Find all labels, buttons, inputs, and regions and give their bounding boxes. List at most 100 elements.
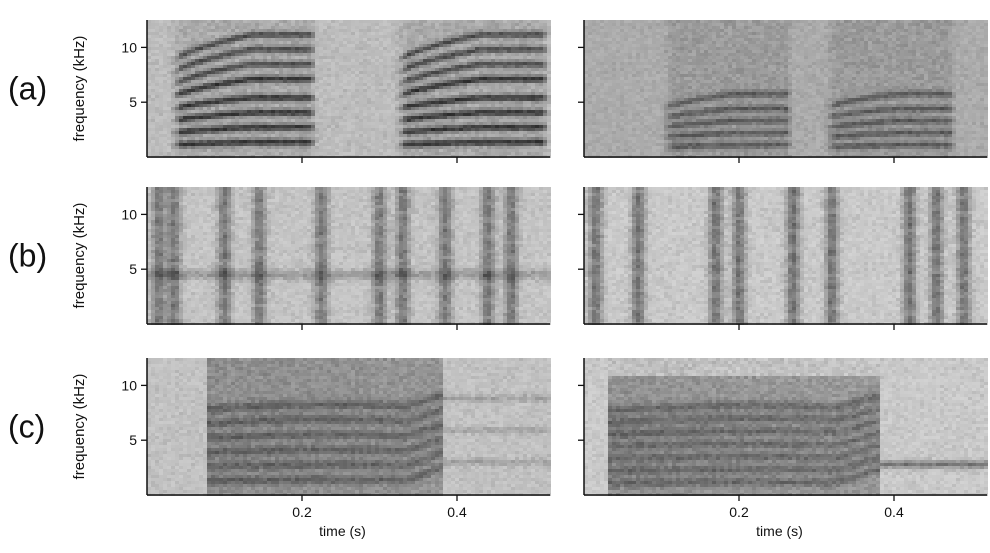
spectrogram-cell	[291, 140, 295, 143]
spectrogram-cell	[527, 119, 531, 122]
spectrogram-cell	[503, 122, 507, 125]
spectrogram-cell	[455, 41, 459, 44]
spectrogram-cell	[251, 83, 255, 86]
spectrogram-cell	[487, 119, 491, 122]
spectrogram-cell	[499, 131, 503, 134]
spectrogram-cell	[367, 92, 371, 95]
spectrogram-cell	[387, 116, 391, 119]
spectrogram-cell	[199, 62, 203, 65]
spectrogram-cell	[339, 62, 343, 65]
spectrogram-cell	[796, 23, 800, 26]
spectrogram-cell	[239, 131, 243, 134]
spectrogram-cell	[171, 44, 175, 47]
spectrogram-cell	[371, 95, 375, 98]
spectrogram-cell	[343, 50, 347, 53]
spectrogram-cell	[307, 140, 311, 143]
spectrogram-cell	[491, 134, 495, 137]
spectrogram-cell	[407, 53, 411, 56]
spectrogram-cell	[511, 113, 515, 116]
spectrogram-cell	[495, 134, 499, 137]
spectrogram-cell	[527, 80, 531, 83]
spectrogram-cell	[311, 152, 315, 155]
spectrogram-cell	[547, 38, 551, 41]
spectrogram-cell	[155, 44, 159, 47]
spectrogram-cell	[439, 101, 443, 104]
spectrogram-cell	[355, 41, 359, 44]
spectrogram-cell	[343, 110, 347, 113]
spectrogram-cell	[247, 65, 251, 68]
spectrogram-cell	[443, 104, 447, 107]
spectrogram-cell	[956, 20, 960, 23]
spectrogram-cell	[179, 77, 183, 80]
spectrogram-cell	[359, 149, 363, 152]
spectrogram-cell	[523, 80, 527, 83]
spectrogram-cell	[267, 146, 271, 149]
spectrogram-cell	[451, 41, 455, 44]
spectrogram-cell	[323, 50, 327, 53]
spectrogram-cell	[423, 107, 427, 110]
spectrogram-cell	[455, 62, 459, 65]
spectrogram-cell	[327, 77, 331, 80]
spectrogram-cell	[455, 152, 459, 155]
spectrogram-cell	[359, 146, 363, 149]
spectrogram-cell	[495, 113, 499, 116]
spectrogram-cell	[451, 44, 455, 47]
spectrogram-cell	[307, 116, 311, 119]
spectrogram-cell	[535, 125, 539, 128]
spectrogram-cell	[171, 116, 175, 119]
spectrogram-cell	[499, 107, 503, 110]
spectrogram-cell	[239, 50, 243, 53]
spectrogram-cell	[167, 101, 171, 104]
spectrogram-cell	[535, 92, 539, 95]
spectrogram-cell	[351, 44, 355, 47]
spectrogram-cell	[379, 101, 383, 104]
spectrogram-cell	[315, 29, 319, 32]
spectrogram-cell	[584, 29, 588, 32]
spectrogram-cell	[371, 149, 375, 152]
spectrogram-cell	[423, 71, 427, 74]
y-axis-label: frequency (kHz)	[71, 36, 88, 142]
spectrogram-cell	[167, 122, 171, 125]
spectrogram-cell	[359, 29, 363, 32]
spectrogram-cell	[491, 119, 495, 122]
spectrogram-cell	[391, 74, 395, 77]
spectrogram-cell	[279, 95, 283, 98]
spectrogram-cell	[399, 131, 403, 134]
spectrogram-cell	[147, 41, 151, 44]
spectrogram-cell	[367, 23, 371, 26]
spectrogram-cell	[499, 23, 503, 26]
spectrogram-cell	[211, 47, 215, 50]
spectrogram-cell	[343, 80, 347, 83]
spectrogram-cell	[359, 86, 363, 89]
spectrogram-cell	[331, 80, 335, 83]
spectrogram-cell	[383, 107, 387, 110]
spectrogram-cell	[439, 107, 443, 110]
spectrogram-cell	[439, 116, 443, 119]
spectrogram-cell	[307, 125, 311, 128]
spectrogram-cell	[323, 140, 327, 143]
spectrogram-cell	[359, 44, 363, 47]
spectrogram-cell	[387, 80, 391, 83]
spectrogram-cell	[443, 59, 447, 62]
spectrogram-cell	[495, 101, 499, 104]
spectrogram-cell	[187, 32, 191, 35]
spectrogram-cell	[159, 38, 163, 41]
spectrogram-cell	[159, 47, 163, 50]
spectrogram-cell	[223, 149, 227, 152]
spectrogram-cell	[203, 128, 207, 131]
spectrogram-cell	[263, 122, 267, 125]
spectrogram-cell	[355, 23, 359, 26]
spectrogram-cell	[455, 128, 459, 131]
spectrogram-cell	[491, 140, 495, 143]
spectrogram-cell	[491, 137, 495, 140]
spectrogram-cell	[175, 68, 179, 71]
spectrogram-cell	[928, 23, 932, 26]
spectrogram-cell	[323, 110, 327, 113]
spectrogram-cell	[407, 134, 411, 137]
spectrogram-cell	[503, 107, 507, 110]
spectrogram-cell	[503, 101, 507, 104]
spectrogram-cell	[876, 23, 880, 26]
spectrogram-cell	[419, 59, 423, 62]
spectrogram-cell	[411, 47, 415, 50]
spectrogram-cell	[323, 116, 327, 119]
